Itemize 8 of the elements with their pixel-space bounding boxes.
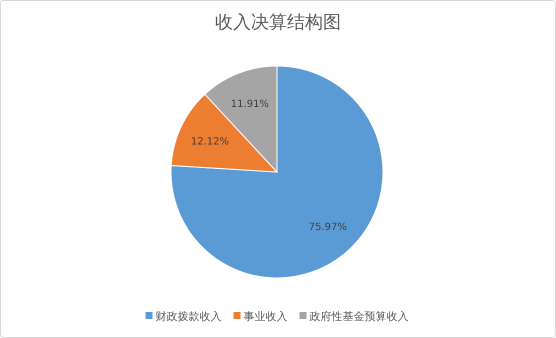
data-label: 11.91% bbox=[230, 98, 269, 110]
legend-label: 政府性基金预算收入 bbox=[310, 310, 408, 323]
data-label: 12.12% bbox=[190, 136, 229, 148]
legend-label: 财政拨款收入 bbox=[156, 310, 222, 323]
data-label: 75.97% bbox=[308, 222, 347, 234]
chart-title: 收入决算结构图 bbox=[215, 12, 341, 33]
pie-slice bbox=[170, 66, 384, 278]
legend-label: 事业收入 bbox=[244, 310, 288, 323]
